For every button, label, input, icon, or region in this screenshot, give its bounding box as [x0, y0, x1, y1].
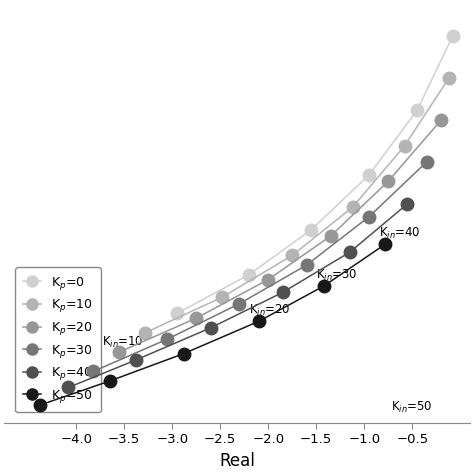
- Text: K$_{in}$=10: K$_{in}$=10: [102, 335, 144, 350]
- Text: K$_{in}$=20: K$_{in}$=20: [249, 302, 291, 318]
- Text: K$_{in}$=40: K$_{in}$=40: [379, 226, 420, 241]
- Text: K$_{in}$=0: K$_{in}$=0: [46, 387, 81, 402]
- Text: K$_{in}$=30: K$_{in}$=30: [316, 268, 358, 283]
- Text: K$_{in}$=50: K$_{in}$=50: [391, 400, 433, 415]
- X-axis label: Real: Real: [219, 452, 255, 470]
- Legend: K$_p$=0, K$_p$=10, K$_p$=20, K$_p$=30, K$_p$=40, K$_p$=50: K$_p$=0, K$_p$=10, K$_p$=20, K$_p$=30, K…: [15, 267, 100, 412]
